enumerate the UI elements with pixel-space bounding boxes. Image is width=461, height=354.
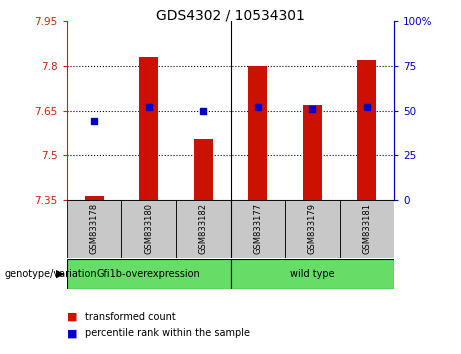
- Bar: [194, 139, 213, 200]
- Bar: [303, 105, 322, 200]
- Text: ■: ■: [67, 312, 77, 322]
- Bar: [230, 259, 394, 289]
- Text: transformed count: transformed count: [85, 312, 176, 322]
- Bar: [285, 200, 340, 258]
- Text: GSM833180: GSM833180: [144, 202, 153, 253]
- Bar: [357, 60, 377, 200]
- Text: GDS4302 / 10534301: GDS4302 / 10534301: [156, 9, 305, 23]
- Text: GSM833177: GSM833177: [253, 202, 262, 253]
- Bar: [139, 57, 158, 200]
- Text: percentile rank within the sample: percentile rank within the sample: [85, 329, 250, 338]
- Text: Gfi1b-overexpression: Gfi1b-overexpression: [97, 269, 201, 279]
- Text: genotype/variation: genotype/variation: [5, 269, 97, 279]
- Text: GSM833181: GSM833181: [362, 202, 372, 253]
- Text: ■: ■: [67, 329, 77, 338]
- Text: GSM833182: GSM833182: [199, 202, 208, 253]
- Text: GSM833179: GSM833179: [308, 202, 317, 253]
- Bar: [248, 66, 267, 200]
- Bar: [230, 200, 285, 258]
- Bar: [67, 259, 230, 289]
- Text: GSM833178: GSM833178: [89, 202, 99, 253]
- Bar: [340, 200, 394, 258]
- Bar: [67, 200, 121, 258]
- Bar: [84, 196, 104, 200]
- Text: wild type: wild type: [290, 269, 335, 279]
- Bar: [121, 200, 176, 258]
- Text: ▶: ▶: [56, 269, 65, 279]
- Bar: [176, 200, 230, 258]
